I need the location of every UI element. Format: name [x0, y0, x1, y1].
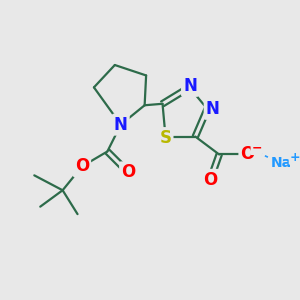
Text: Na: Na — [270, 156, 292, 170]
Text: +: + — [289, 151, 300, 164]
Text: O: O — [75, 158, 89, 175]
Text: O: O — [240, 146, 255, 164]
Text: O: O — [203, 171, 218, 189]
Text: −: − — [251, 141, 262, 154]
Text: O: O — [121, 164, 135, 181]
Text: S: S — [160, 129, 172, 147]
Text: N: N — [183, 77, 197, 95]
Text: N: N — [114, 116, 128, 134]
Text: N: N — [206, 100, 220, 118]
